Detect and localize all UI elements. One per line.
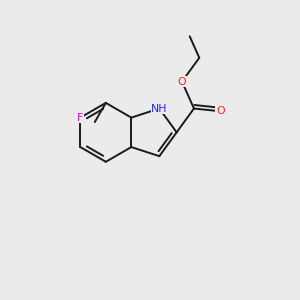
Text: NH: NH <box>151 103 168 113</box>
Text: O: O <box>216 106 225 116</box>
Text: O: O <box>178 76 186 87</box>
Text: F: F <box>77 112 83 123</box>
